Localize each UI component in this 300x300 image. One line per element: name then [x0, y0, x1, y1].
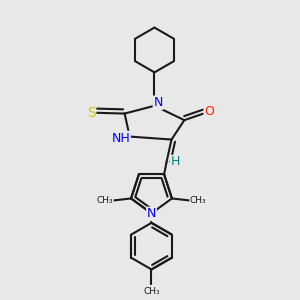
Text: NH: NH: [111, 132, 130, 145]
Text: N: N: [153, 96, 163, 109]
Text: CH₃: CH₃: [97, 196, 113, 205]
Text: S: S: [87, 106, 95, 120]
Text: H: H: [171, 155, 180, 168]
Text: CH₃: CH₃: [190, 196, 206, 205]
Text: CH₃: CH₃: [143, 287, 160, 296]
Text: N: N: [147, 207, 156, 220]
Text: O: O: [204, 105, 214, 118]
